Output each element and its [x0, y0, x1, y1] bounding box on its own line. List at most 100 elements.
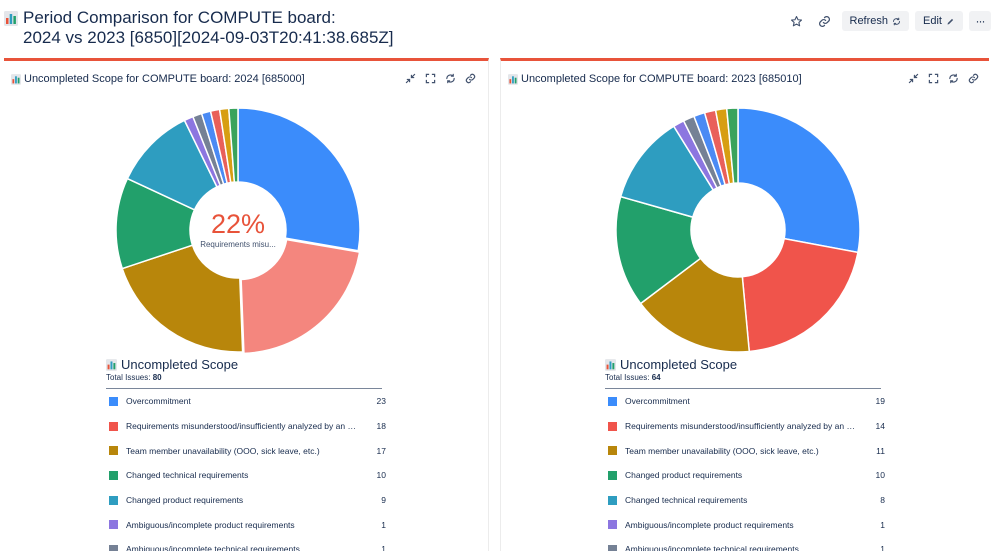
gadget-title: Uncompleted Scope for COMPUTE board: 202… [508, 73, 802, 85]
legend-item[interactable]: Team member unavailability (OOO, sick le… [106, 438, 386, 463]
legend-swatch [109, 520, 118, 530]
legend-value: 1 [880, 519, 885, 530]
legend-swatch [608, 544, 617, 551]
legend-swatch [109, 495, 118, 505]
donut-chart[interactable] [613, 105, 863, 355]
legend-item[interactable]: Ambiguous/incomplete product requirement… [605, 512, 885, 537]
donut-chart[interactable]: 22% Requirements misu... [113, 105, 363, 355]
link-gadget-button[interactable] [967, 72, 980, 85]
legend-title: Uncompleted Scope [106, 357, 386, 372]
legend-label: Changed product requirements [126, 495, 244, 506]
donut-slice[interactable] [725, 107, 739, 185]
top-actions: Refresh Edit ··· [786, 10, 991, 32]
legend-item[interactable]: Requirements misunderstood/insufficientl… [605, 414, 885, 439]
legend-label: Ambiguous/incomplete technical requireme… [126, 544, 300, 551]
gadget-title-text: Uncompleted Scope for COMPUTE board: 202… [521, 73, 802, 85]
legend-item[interactable]: Ambiguous/incomplete technical requireme… [605, 537, 885, 551]
gadget-panel-2024: Uncompleted Scope for COMPUTE board: 202… [4, 58, 489, 551]
legend-item[interactable]: Requirements misunderstood/insufficientl… [106, 414, 386, 439]
legend-item[interactable]: Changed product requirements 9 [106, 488, 386, 513]
legend-swatch [109, 470, 118, 480]
fullscreen-icon [928, 73, 939, 84]
divider [605, 388, 881, 389]
total-issues: Total Issues: 64 [605, 373, 885, 382]
legend-label: Ambiguous/incomplete product requirement… [126, 519, 295, 530]
refresh-icon [949, 73, 958, 84]
refresh-gadget-button[interactable] [444, 72, 457, 85]
legend-label: Ambiguous/incomplete product requirement… [625, 519, 794, 530]
refresh-gadget-button[interactable] [947, 72, 960, 85]
fullscreen-icon [425, 73, 436, 84]
legend-value: 10 [376, 470, 386, 481]
gadget-title-text: Uncompleted Scope for COMPUTE board: 202… [24, 73, 305, 85]
gadget-panel-2023: Uncompleted Scope for COMPUTE board: 202… [500, 58, 989, 551]
donut-slice[interactable] [615, 195, 702, 305]
legend-title-text: Uncompleted Scope [121, 357, 239, 372]
fullscreen-button[interactable] [424, 72, 437, 85]
legend-label: Ambiguous/incomplete technical requireme… [625, 544, 799, 551]
total-issues: Total Issues: 80 [106, 373, 386, 382]
legend-title-text: Uncompleted Scope [620, 357, 738, 372]
donut-slice[interactable] [639, 257, 751, 353]
legend-item[interactable]: Ambiguous/incomplete technical requireme… [106, 537, 386, 551]
legend-label: Overcommitment [126, 396, 191, 407]
legend-value: 19 [875, 396, 885, 407]
edit-label: Edit [923, 15, 942, 27]
refresh-button[interactable]: Refresh [841, 11, 910, 31]
refresh-icon [893, 17, 901, 25]
star-button[interactable] [786, 10, 808, 32]
gadget-title: Uncompleted Scope for COMPUTE board: 202… [11, 73, 305, 85]
legend-item[interactable]: Changed technical requirements 8 [605, 488, 885, 513]
star-icon [790, 15, 803, 26]
page-header: Period Comparison for COMPUTE board: 202… [4, 8, 604, 48]
legend-item[interactable]: Changed technical requirements 10 [106, 463, 386, 488]
link-icon [968, 73, 979, 84]
fullscreen-button[interactable] [927, 72, 940, 85]
copy-link-button[interactable] [814, 10, 836, 32]
donut-slice[interactable] [121, 244, 244, 353]
page-title: Period Comparison for COMPUTE board: 202… [4, 8, 604, 48]
legend-value: 1 [381, 519, 386, 530]
bar-chart-icon [605, 358, 616, 371]
legend-swatch [608, 421, 617, 431]
legend-title: Uncompleted Scope [605, 357, 885, 372]
more-actions-button[interactable]: ··· [969, 11, 991, 31]
donut-slice[interactable] [741, 237, 859, 353]
page-title-text: Period Comparison for COMPUTE board: 202… [23, 8, 394, 47]
edit-button[interactable]: Edit [915, 11, 963, 31]
link-gadget-button[interactable] [464, 72, 477, 85]
donut-slice[interactable] [240, 238, 361, 355]
legend-swatch [109, 421, 118, 431]
legend-swatch [109, 446, 118, 456]
legend-label: Team member unavailability (OOO, sick le… [126, 445, 320, 456]
total-value: 80 [152, 373, 162, 382]
donut-slice[interactable] [227, 107, 239, 183]
link-icon [465, 73, 476, 84]
bar-chart-icon [4, 11, 18, 26]
legend-list: Overcommitment 23 Requirements misundersto… [106, 389, 386, 551]
legend-item[interactable]: Team member unavailability (OOO, sick le… [605, 438, 885, 463]
legend-label: Requirements misunderstood/insufficientl… [126, 421, 357, 432]
donut-slice[interactable] [737, 107, 861, 254]
legend-swatch [608, 470, 617, 480]
minimize-button[interactable] [907, 72, 920, 85]
legend-value: 23 [376, 396, 386, 407]
donut-slice[interactable] [237, 107, 361, 252]
bar-chart-icon [106, 358, 117, 371]
legend-item[interactable]: Ambiguous/incomplete product requirement… [106, 512, 386, 537]
legend-label: Overcommitment [625, 396, 690, 407]
minimize-button[interactable] [404, 72, 417, 85]
total-label: Total Issues: [106, 373, 151, 382]
legend-item[interactable]: Changed product requirements 10 [605, 463, 885, 488]
legend-value: 1 [880, 544, 885, 551]
bar-chart-icon [508, 73, 518, 85]
total-label: Total Issues: [605, 373, 650, 382]
center-label: Requirements misu... [200, 240, 276, 249]
minimize-icon [908, 73, 919, 84]
pencil-icon [947, 18, 954, 24]
legend-block: Uncompleted Scope Total Issues: 80 Overc… [106, 357, 386, 551]
legend-item[interactable]: Overcommitment 19 [605, 389, 885, 414]
legend-label: Requirements misunderstood/insufficientl… [625, 421, 856, 432]
legend-label: Changed technical requirements [625, 495, 748, 506]
legend-item[interactable]: Overcommitment 23 [106, 389, 386, 414]
